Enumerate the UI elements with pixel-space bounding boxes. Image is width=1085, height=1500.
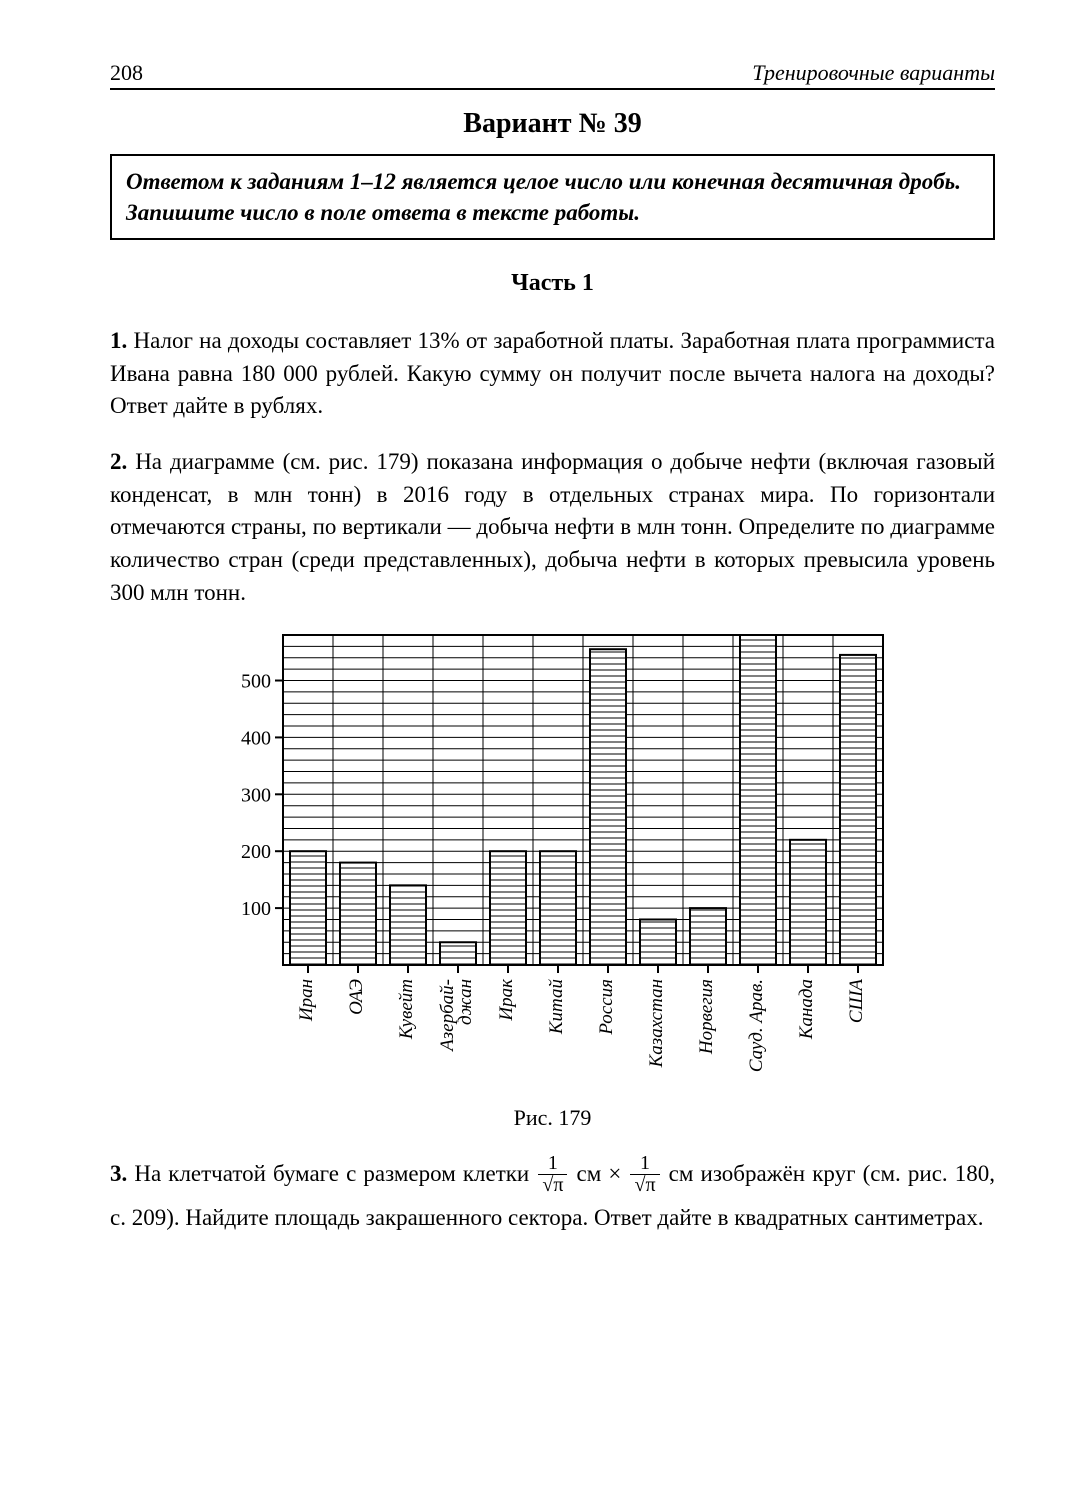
svg-text:США: США [846, 979, 867, 1023]
task-1-text: Налог на доходы составляет 13% от зарабо… [110, 328, 995, 418]
svg-text:500: 500 [241, 671, 271, 693]
instruction-box: Ответом к заданиям 1–12 является целое ч… [110, 154, 995, 240]
variant-title: Вариант № 39 [110, 108, 995, 140]
page-number: 208 [110, 60, 143, 86]
svg-text:ОАЭ: ОАЭ [346, 979, 367, 1015]
task-3-num: 3. [110, 1161, 127, 1186]
svg-text:400: 400 [241, 728, 271, 750]
svg-text:300: 300 [241, 785, 271, 807]
task-1-num: 1. [110, 328, 127, 353]
chart-container: 100200300400500ИранОАЭКувейтАзербай-джан… [110, 625, 995, 1131]
task-2: 2. На диаграмме (см. рис. 179) показана … [110, 446, 995, 609]
svg-text:100: 100 [241, 898, 271, 920]
svg-text:Норвегия: Норвегия [696, 979, 717, 1055]
svg-text:Канада: Канада [796, 979, 817, 1040]
svg-text:Россия: Россия [596, 979, 617, 1036]
page: 208 Тренировочные варианты Вариант № 39 … [0, 0, 1085, 1500]
svg-text:Кувейт: Кувейт [396, 979, 417, 1040]
task-3-mid: см × [569, 1161, 628, 1186]
svg-text:Иран: Иран [296, 979, 317, 1022]
task-3-pre: На клетчатой бумаге с размером клетки [127, 1161, 536, 1186]
oil-bar-chart: 100200300400500ИранОАЭКувейтАзербай-джан… [213, 625, 893, 1095]
part-title: Часть 1 [110, 270, 995, 297]
fraction-1: 1√π [538, 1153, 567, 1196]
svg-text:джан: джан [455, 979, 476, 1025]
svg-text:Казахстан: Казахстан [646, 979, 667, 1068]
fraction-2: 1√π [630, 1153, 659, 1196]
svg-text:Китай: Китай [546, 979, 567, 1036]
task-2-num: 2. [110, 449, 127, 474]
section-title: Тренировочные варианты [752, 60, 995, 86]
chart-caption: Рис. 179 [514, 1105, 592, 1131]
task-1: 1. Налог на доходы составляет 13% от зар… [110, 325, 995, 423]
page-header: 208 Тренировочные варианты [110, 60, 995, 90]
task-2-text: На диаграмме (см. рис. 179) показана инф… [110, 449, 995, 605]
svg-text:200: 200 [241, 842, 271, 864]
task-3: 3. На клетчатой бумаге с размером клетки… [110, 1154, 995, 1236]
svg-text:Ирак: Ирак [496, 978, 517, 1022]
svg-text:Сауд. Арав.: Сауд. Арав. [746, 979, 767, 1072]
